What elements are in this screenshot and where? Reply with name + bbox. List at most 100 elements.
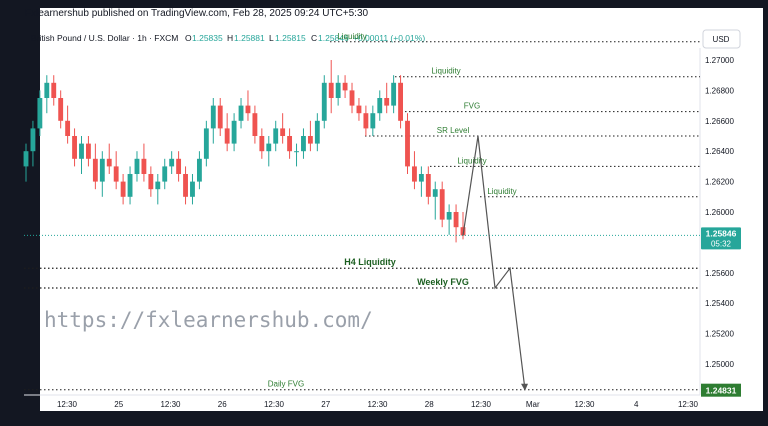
candle bbox=[99, 151, 105, 197]
open-label: O bbox=[185, 33, 192, 43]
candle bbox=[58, 90, 64, 129]
level-label: Liquidity bbox=[487, 187, 516, 196]
candle bbox=[224, 113, 230, 152]
candle bbox=[196, 151, 202, 190]
time-tick-label: 25 bbox=[114, 400, 123, 409]
time-axis[interactable]: 12:30 25 12:30 26 12:30 27 12:30 28 12:30 Mar 12:3… bbox=[57, 400, 699, 409]
candle bbox=[363, 105, 369, 136]
price-tick-label: 1.26200 bbox=[705, 178, 734, 187]
candle bbox=[398, 75, 403, 129]
candles-layer bbox=[23, 60, 466, 243]
candle bbox=[280, 113, 286, 144]
candle bbox=[314, 113, 320, 152]
candle bbox=[432, 181, 438, 220]
candle bbox=[294, 143, 299, 167]
candle bbox=[169, 151, 175, 174]
price-tick-label: 1.27000 bbox=[705, 56, 734, 65]
candle bbox=[183, 166, 188, 205]
target-price-badge: 1.24831 bbox=[701, 383, 741, 397]
close-label: C bbox=[311, 33, 317, 43]
candle bbox=[335, 75, 341, 106]
time-tick-label: 4 bbox=[634, 400, 639, 409]
currency-box[interactable]: USD bbox=[702, 29, 741, 49]
time-tick-label: 12:30 bbox=[160, 400, 181, 409]
candle bbox=[51, 75, 57, 106]
candle bbox=[321, 75, 327, 129]
symbol-name: British Pound / U.S. Dollar · 1h · FXCM bbox=[31, 33, 178, 43]
time-tick-label: Mar bbox=[526, 400, 540, 409]
candle bbox=[391, 75, 397, 114]
time-tick-label: 12:30 bbox=[574, 400, 595, 409]
low-value: 1.25815 bbox=[275, 33, 306, 43]
price-tick-label: 1.26400 bbox=[705, 147, 734, 156]
open-value: 1.25835 bbox=[192, 33, 223, 43]
time-tick-label: 12:30 bbox=[678, 400, 699, 409]
time-tick-label: 12:30 bbox=[264, 400, 285, 409]
candle bbox=[148, 166, 154, 197]
candle bbox=[238, 98, 244, 129]
chart-frame bbox=[16, 0, 763, 426]
candle bbox=[301, 128, 306, 159]
price-tick-label: 1.25400 bbox=[705, 299, 734, 308]
candle bbox=[446, 204, 452, 235]
price-tick-label: 1.26800 bbox=[705, 86, 734, 95]
candle bbox=[377, 90, 383, 121]
level-label: Liquidity bbox=[457, 156, 486, 165]
projection-arrowhead-icon bbox=[521, 383, 528, 391]
candle bbox=[266, 136, 272, 167]
price-tick-label: 1.26000 bbox=[705, 208, 734, 217]
candle bbox=[273, 120, 279, 152]
level-label: Weekly FVG bbox=[417, 277, 469, 287]
level-label: FVG bbox=[464, 102, 480, 111]
candle bbox=[203, 120, 209, 167]
last-price-value: 1.25846 bbox=[706, 228, 737, 238]
publish-header: Fxlearnershub published on TradingView.c… bbox=[25, 8, 369, 19]
change-value: +0.00011 (+0.01%) bbox=[353, 33, 425, 43]
candle bbox=[328, 60, 334, 114]
price-tick-label: 1.25200 bbox=[705, 330, 734, 339]
currency-label: USD bbox=[713, 35, 730, 44]
candle bbox=[307, 120, 313, 152]
high-label: H bbox=[227, 33, 233, 43]
candle bbox=[370, 105, 376, 136]
candle bbox=[210, 98, 216, 144]
candle bbox=[217, 98, 223, 136]
price-tick-label: 1.25600 bbox=[705, 269, 734, 278]
candle bbox=[162, 158, 168, 190]
candle bbox=[418, 166, 424, 197]
candle bbox=[342, 75, 348, 98]
level-label: H4 Liquidity bbox=[344, 257, 396, 267]
candle bbox=[37, 90, 43, 136]
candle bbox=[120, 174, 126, 205]
candle bbox=[190, 174, 195, 205]
candle bbox=[439, 181, 445, 228]
price-axis[interactable]: 1.27000 1.26800 1.26600 1.26400 1.26200 1.260… bbox=[705, 56, 734, 369]
bar-countdown: 05:32 bbox=[711, 239, 732, 248]
low-label: L bbox=[269, 33, 274, 43]
candle bbox=[356, 98, 362, 121]
candle bbox=[65, 105, 71, 144]
levels-layer: Liquidity Liquidity FVG SR Level Liquidity Li… bbox=[24, 32, 700, 391]
price-tick-label: 1.26600 bbox=[705, 117, 734, 126]
price-tick-label: 1.25000 bbox=[705, 360, 734, 369]
candle bbox=[287, 128, 293, 159]
time-tick-label: 12:30 bbox=[57, 400, 78, 409]
time-tick-label: 26 bbox=[218, 400, 227, 409]
candle bbox=[405, 113, 410, 174]
candle bbox=[86, 136, 91, 167]
candle bbox=[252, 105, 258, 144]
candle bbox=[245, 90, 251, 121]
time-tick-label: 27 bbox=[321, 400, 330, 409]
time-tick-label: 12:30 bbox=[367, 400, 388, 409]
candle bbox=[72, 128, 77, 167]
level-label: SR Level bbox=[437, 126, 470, 135]
symbol-info: British Pound / U.S. Dollar · 1h · FXCM … bbox=[31, 33, 425, 43]
candle bbox=[106, 143, 112, 174]
target-price-value: 1.24831 bbox=[706, 386, 737, 396]
candle bbox=[259, 128, 265, 159]
level-label: Liquidity bbox=[337, 32, 366, 41]
time-tick-label: 12:30 bbox=[471, 400, 492, 409]
level-label: Daily FVG bbox=[268, 380, 304, 389]
candle bbox=[30, 120, 36, 167]
